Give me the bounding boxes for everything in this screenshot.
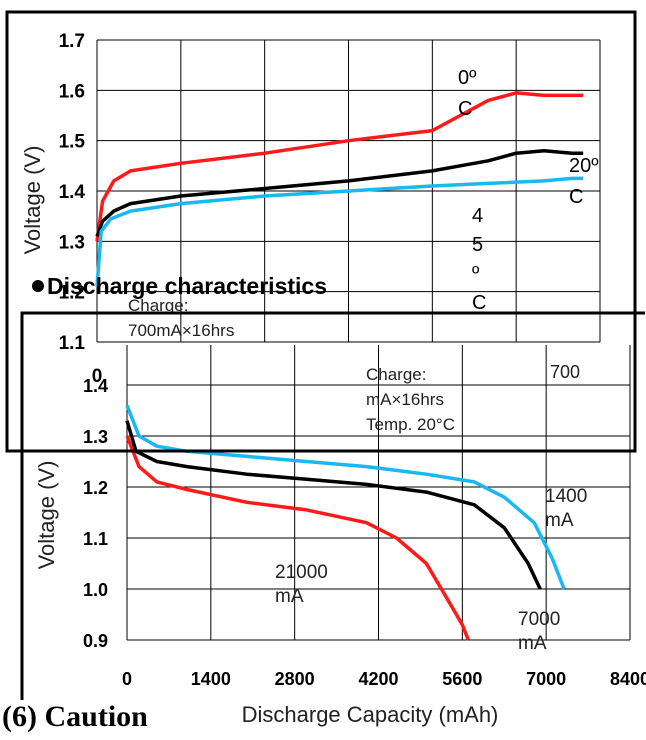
discharge-y-tick-label: 1.0 — [83, 580, 108, 600]
series-label-0c: 0º C — [458, 67, 477, 120]
charge-y-tick-label: 1.2 — [59, 283, 85, 304]
series-label-45c-line: 4 — [472, 205, 483, 227]
discharge-annotation-extra: 700 — [550, 362, 580, 382]
discharge-y-tick-label: 1.1 — [83, 529, 108, 549]
discharge-characteristics-chart: 0.91.01.11.21.31.40 1400 2800 4200 5600 7000 8… — [32, 273, 646, 727]
title-bullet-icon — [32, 280, 44, 292]
series-label-21000ma-line: mA — [275, 586, 304, 607]
discharge-x-tick-label: 2800 — [275, 669, 315, 689]
discharge-annotation-line: mA×16hrs — [366, 390, 444, 409]
discharge-annotation: Charge: mA×16hrs Temp. 20°C — [366, 365, 455, 434]
series-label-45c-line: 5 — [472, 234, 483, 256]
charge-annotation-line: 700mA×16hrs — [128, 321, 234, 340]
caution-heading: (6) Caution — [2, 700, 148, 733]
series-label-7000ma-line: 7000 — [518, 609, 560, 630]
charge-y-tick-label: 1.5 — [59, 132, 86, 153]
discharge-x-tick-label: 1400 — [191, 669, 231, 689]
discharge-x-tick-label: 0 — [122, 669, 132, 689]
discharge-series-line-2 — [125, 404, 566, 590]
charge-y-tick-label: 1.4 — [59, 182, 86, 203]
charge-y-tick-label: 1.1 — [59, 333, 86, 354]
discharge-y-tick-label: 0.9 — [83, 631, 108, 651]
series-label-21000ma: 21000 mA — [275, 562, 328, 607]
discharge-x-tick-label: 8400 — [610, 669, 646, 689]
series-label-1400ma: 1400 mA — [545, 486, 587, 531]
charge-panel-frame — [5, 10, 637, 453]
charge-annotation-line: Charge: — [128, 296, 188, 315]
series-label-1400ma-line: 1400 — [545, 486, 587, 507]
panel-frames — [5, 10, 645, 700]
discharge-x-tick-label: 7000 — [526, 669, 566, 689]
series-label-20c: 20º C — [569, 155, 599, 208]
series-label-45c-line: C — [472, 292, 486, 314]
discharge-x-tick-label: 4200 — [358, 669, 398, 689]
charge-y-tick-label: 1.7 — [59, 31, 85, 52]
discharge-y-axis-label: Voltage (V) — [34, 461, 59, 570]
series-label-21000ma-line: 21000 — [275, 562, 328, 583]
discharge-x-tick-label: 5600 — [442, 669, 482, 689]
series-label-45c-line: º — [472, 263, 480, 285]
charge-annotation: Charge: 700mA×16hrs — [128, 296, 234, 340]
charge-x-tick-label: 0 — [92, 366, 103, 387]
charge-series-line-1 — [95, 148, 584, 237]
discharge-series-line-1 — [125, 420, 542, 590]
charge-y-tick-label: 1.3 — [59, 232, 85, 253]
charge-series-line-2 — [95, 176, 584, 287]
discharge-panel-frame — [20, 311, 645, 700]
series-label-7000ma-line: mA — [518, 633, 547, 654]
series-label-7000ma: 7000 mA — [518, 609, 560, 654]
discharge-series-line-0 — [125, 435, 470, 641]
series-label-0c-line: 0º — [458, 67, 477, 89]
discharge-y-tick-label: 1.2 — [83, 478, 108, 498]
series-label-0c-line: C — [458, 98, 472, 120]
discharge-y-tick-label: 1.4 — [83, 376, 108, 396]
series-label-20c-line: C — [569, 186, 583, 208]
discharge-y-tick-label: 1.3 — [83, 427, 108, 447]
discharge-title: Discharge characteristics — [47, 273, 327, 299]
series-label-20c-line: 20º — [569, 155, 599, 177]
series-label-1400ma-line: mA — [545, 510, 574, 531]
charge-y-tick-label: 1.6 — [59, 81, 85, 102]
discharge-annotation-line: Temp. 20°C — [366, 415, 455, 434]
discharge-annotation-line: Charge: — [366, 365, 426, 384]
charge-series-line-0 — [95, 91, 584, 242]
charge-y-axis-label: Voltage (V) — [20, 146, 45, 255]
discharge-x-axis-label: Discharge Capacity (mAh) — [242, 702, 499, 727]
